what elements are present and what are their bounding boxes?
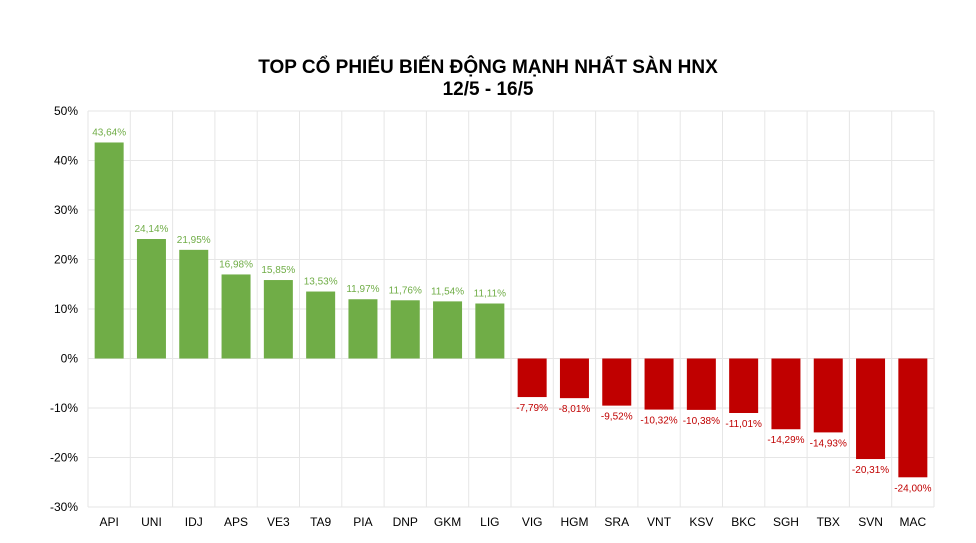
chart-title: TOP CỔ PHIẾU BIẾN ĐỘNG MẠNH NHẤT SÀN HNX: [258, 57, 718, 78]
data-label: 43,64%: [92, 127, 126, 138]
y-tick-label: -30%: [50, 500, 78, 514]
bar: [221, 274, 251, 359]
y-tick-label: 20%: [54, 253, 78, 267]
bar: [433, 301, 463, 359]
x-tick-label: SGH: [773, 515, 799, 529]
bar: [729, 358, 759, 413]
x-tick-label: BKC: [731, 515, 756, 529]
bar: [390, 300, 420, 359]
data-label: 15,85%: [261, 265, 295, 276]
data-label: 16,98%: [219, 259, 253, 270]
x-tick-label: LIG: [480, 515, 499, 529]
y-tick-label: -20%: [50, 451, 78, 465]
data-label: 13,53%: [304, 277, 338, 288]
bar: [856, 358, 886, 460]
bar: [644, 358, 674, 410]
x-tick-label: SRA: [604, 515, 629, 529]
x-tick-label: TBX: [817, 515, 840, 529]
bar: [686, 358, 716, 410]
y-tick-label: 0%: [61, 352, 79, 366]
data-label: 24,14%: [134, 224, 168, 235]
x-tick-label: VIG: [522, 515, 543, 529]
y-tick-label: 40%: [54, 154, 78, 168]
data-label: 11,54%: [431, 286, 464, 297]
x-tick-label: VNT: [647, 515, 672, 529]
y-tick-label: 50%: [54, 104, 78, 118]
bar: [94, 142, 124, 359]
data-label: -10,32%: [640, 416, 677, 427]
bar: [348, 299, 378, 359]
data-label: 11,97%: [346, 284, 379, 295]
data-label: 11,76%: [389, 285, 422, 296]
data-label: 11,11%: [474, 289, 507, 300]
x-tick-label: SVN: [858, 515, 883, 529]
x-tick-label: DNP: [393, 515, 418, 529]
x-tick-label: GKM: [434, 515, 461, 529]
bar: [559, 358, 589, 399]
y-tick-label: -10%: [50, 401, 78, 415]
x-tick-label: UNI: [141, 515, 162, 529]
bar: [136, 239, 166, 359]
bar: [179, 249, 209, 359]
data-label: -8,01%: [559, 404, 591, 415]
x-tick-label: APS: [224, 515, 248, 529]
data-label: -11,01%: [725, 419, 762, 430]
bar: [898, 358, 928, 478]
x-tick-label: PIA: [353, 515, 372, 529]
data-label: -7,79%: [516, 403, 548, 414]
bar: [517, 358, 547, 398]
chart-subtitle: 12/5 - 16/5: [442, 79, 534, 100]
data-label: -9,52%: [601, 412, 633, 423]
x-tick-label: KSV: [689, 515, 713, 529]
data-label: -20,31%: [852, 465, 889, 476]
bar: [813, 358, 843, 433]
data-label: -10,38%: [683, 416, 720, 427]
bar: [602, 358, 632, 406]
x-tick-label: MAC: [900, 515, 927, 529]
x-tick-label: TA9: [310, 515, 331, 529]
y-tick-label: 30%: [54, 203, 78, 217]
data-label: -14,93%: [810, 438, 847, 449]
y-tick-label: 10%: [54, 302, 78, 316]
x-tick-label: HGM: [560, 515, 588, 529]
data-label: -14,29%: [767, 435, 804, 446]
bar: [771, 358, 801, 430]
data-label: -24,00%: [894, 483, 931, 494]
x-tick-label: IDJ: [185, 515, 203, 529]
x-tick-label: VE3: [267, 515, 290, 529]
data-label: 21,95%: [177, 235, 211, 246]
bar: [263, 280, 293, 359]
bar: [306, 291, 336, 359]
x-tick-label: API: [99, 515, 118, 529]
bar: [475, 303, 505, 359]
